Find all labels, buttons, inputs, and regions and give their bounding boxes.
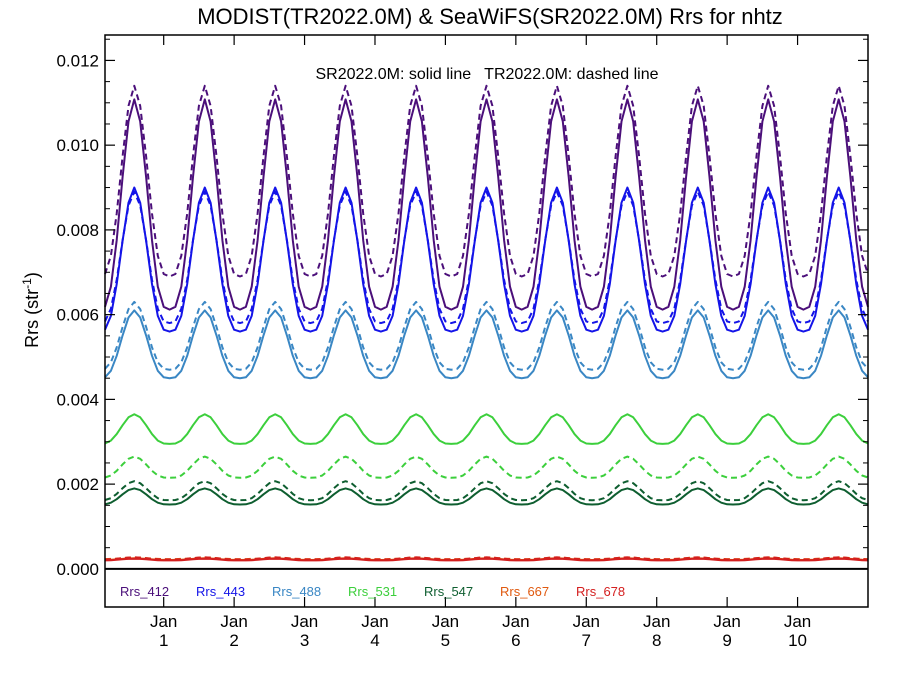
y-axis-label-sup: -1 — [20, 278, 34, 289]
legend-entry-rrs-678: Rrs_678 — [576, 584, 625, 599]
y-tick-label: 0.012 — [56, 51, 99, 70]
x-tick-label-month: Jan — [220, 612, 247, 631]
series-line-rrs-443-dashed — [104, 190, 869, 325]
y-tick-label: 0.000 — [56, 560, 99, 579]
legend-entry-rrs-488: Rrs_488 — [272, 584, 321, 599]
y-tick-label: 0.010 — [56, 136, 99, 155]
plot-area — [104, 84, 869, 570]
legend-entry-rrs-443: Rrs_443 — [196, 584, 245, 599]
y-tick-label: 0.004 — [56, 390, 99, 409]
x-tick-label-year: 6 — [511, 631, 520, 650]
series-line-rrs-412-solid — [104, 98, 869, 311]
x-tick-label-year: 4 — [370, 631, 379, 650]
x-tick-label-year: 1 — [159, 631, 168, 650]
x-tick-label-year: 10 — [788, 631, 807, 650]
x-tick-label-month: Jan — [784, 612, 811, 631]
x-tick-label-year: 2 — [229, 631, 238, 650]
legend: Rrs_412 Rrs_443 Rrs_488 Rrs_531 Rrs_547 Rrs_6… — [120, 584, 625, 599]
x-tick-label-year: 8 — [652, 631, 661, 650]
axes: 0.0000.0020.0040.0060.0080.0100.012Jan1J… — [56, 34, 869, 650]
x-tick-label-month: Jan — [713, 612, 740, 631]
series-line-rrs-488-dashed — [104, 300, 869, 371]
series-line-rrs-443-solid — [104, 186, 869, 333]
legend-entry-rrs-412: Rrs_412 — [120, 584, 169, 599]
x-tick-label-month: Jan — [291, 612, 318, 631]
series-line-rrs-547-solid — [104, 487, 869, 506]
x-tick-label-year: 3 — [300, 631, 309, 650]
x-tick-label-month: Jan — [432, 612, 459, 631]
series-line-rrs-531-dashed — [104, 455, 869, 479]
series-line-rrs-547-dashed — [104, 480, 869, 502]
legend-entry-rrs-547: Rrs_547 — [424, 584, 473, 599]
chart-title: MODIST(TR2022.0M) & SeaWiFS(SR2022.0M) R… — [197, 4, 783, 29]
legend-entry-rrs-531: Rrs_531 — [348, 584, 397, 599]
y-axis-label: Rrs (str-1) — [20, 272, 42, 348]
series-line-rrs-678-dashed — [104, 556, 869, 561]
series-line-rrs-412-dashed — [104, 84, 869, 278]
x-tick-label-month: Jan — [643, 612, 670, 631]
y-axis-label-main: Rrs (str — [22, 289, 42, 348]
x-tick-label-month: Jan — [502, 612, 529, 631]
legend-entry-rrs-667: Rrs_667 — [500, 584, 549, 599]
y-tick-label: 0.008 — [56, 221, 99, 240]
series-line-rrs-531-solid — [104, 413, 869, 445]
x-tick-label-year: 5 — [441, 631, 450, 650]
x-tick-label-month: Jan — [361, 612, 388, 631]
plot-frame — [104, 34, 869, 608]
x-tick-label-year: 9 — [722, 631, 731, 650]
chart-annotation: SR2022.0M: solid line TR2022.0M: dashed … — [315, 66, 658, 83]
y-tick-label: 0.006 — [56, 306, 99, 325]
series-line-rrs-488-solid — [104, 309, 869, 380]
series-line-rrs-678-solid — [104, 557, 869, 562]
x-tick-label-month: Jan — [573, 612, 600, 631]
x-tick-label-year: 7 — [582, 631, 591, 650]
x-tick-label-month: Jan — [150, 612, 177, 631]
y-axis-label-close: ) — [22, 272, 42, 278]
y-tick-label: 0.002 — [56, 475, 99, 494]
